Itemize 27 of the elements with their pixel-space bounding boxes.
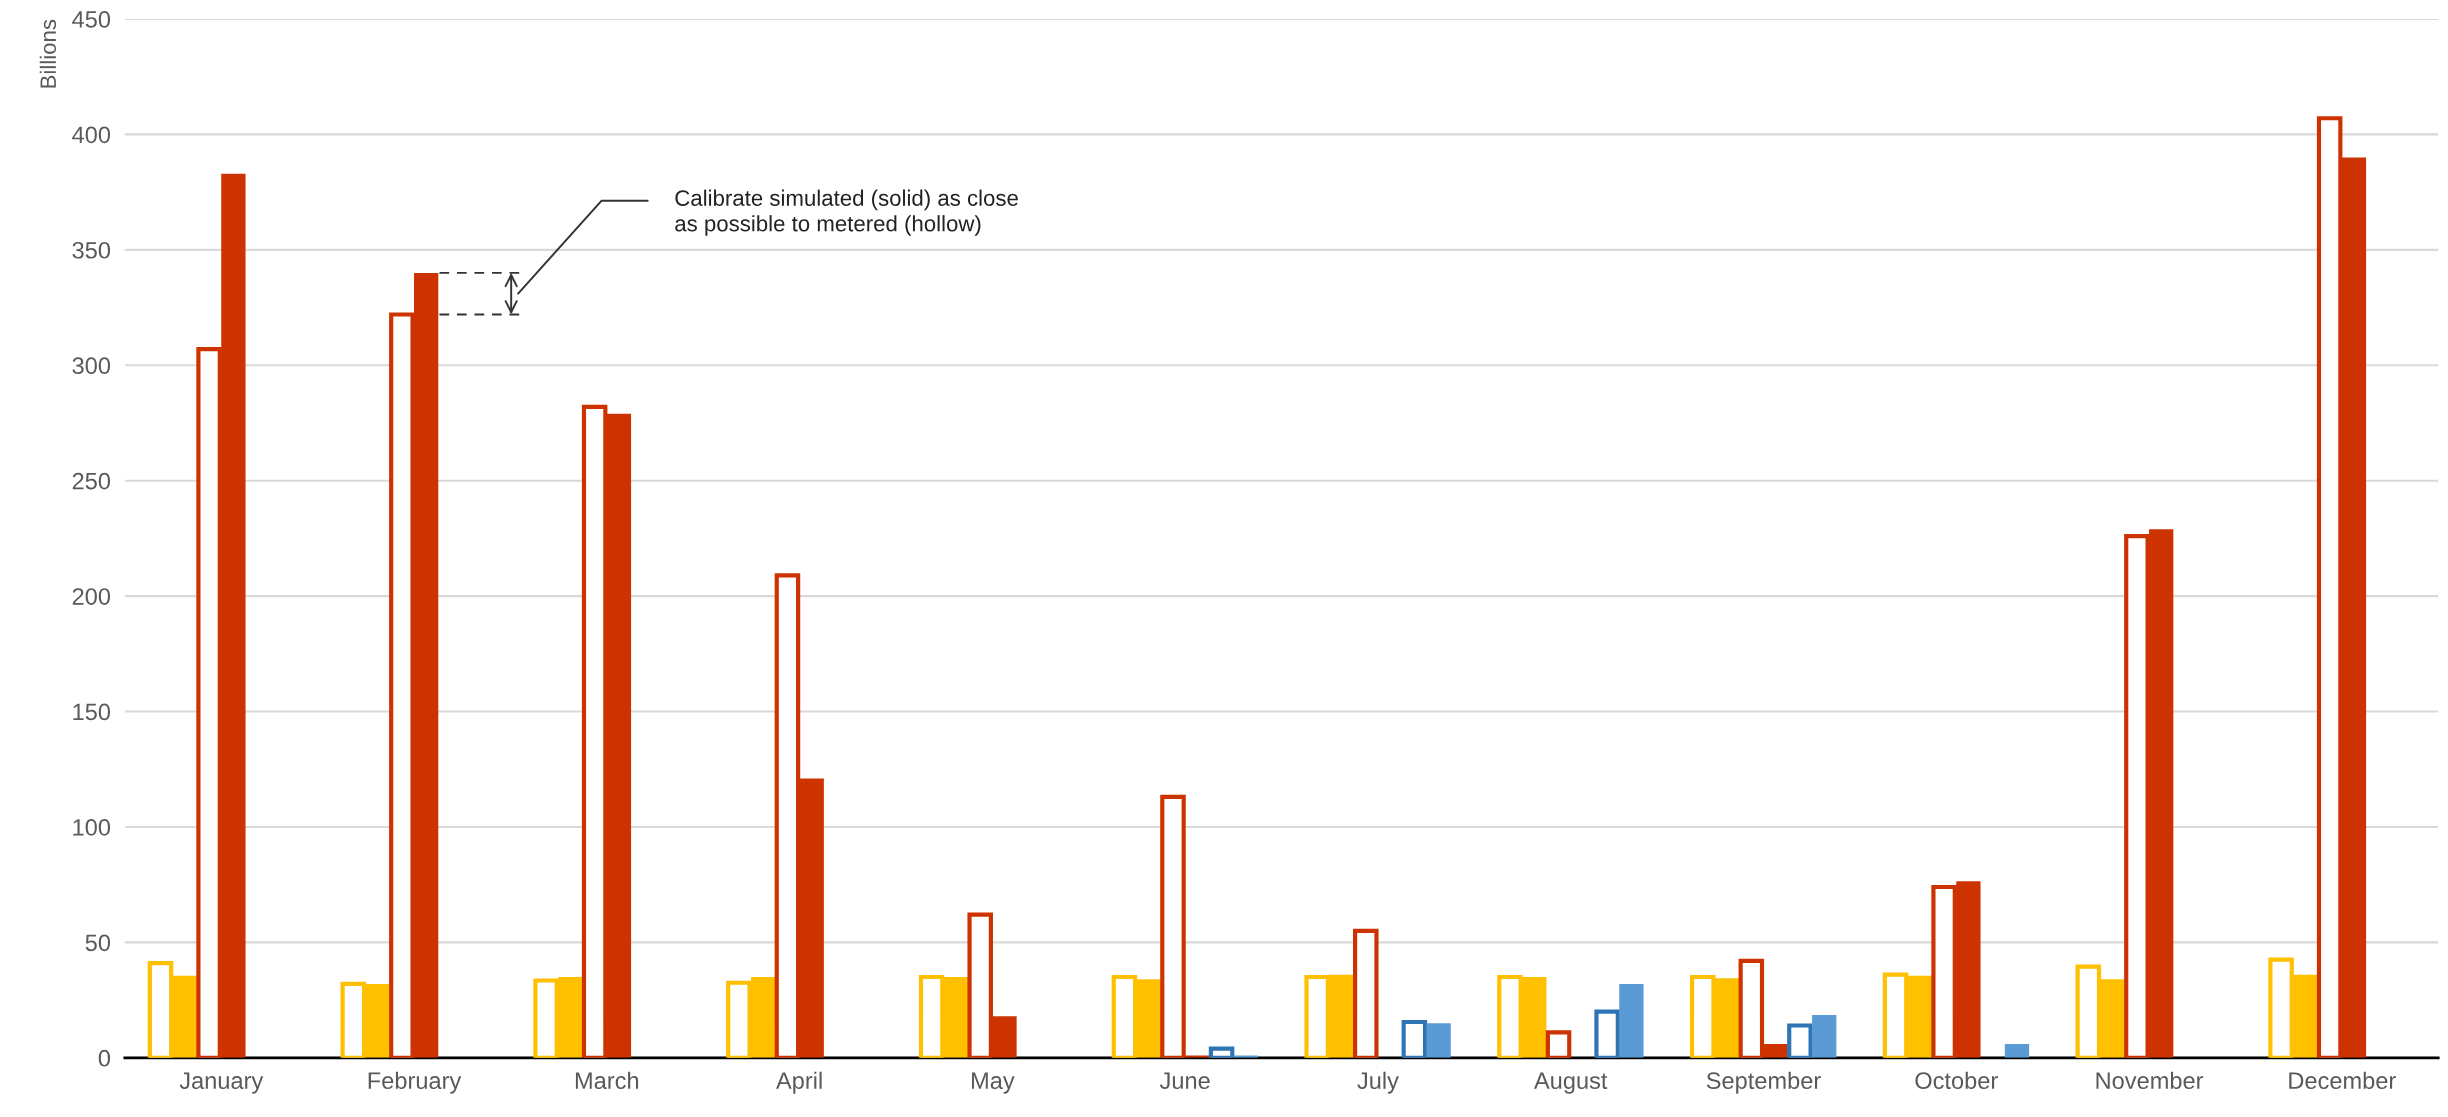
y-tick-label: 200 [72, 588, 111, 605]
annotation: Calibrate simulated (solid) as close as possible to metered (hollow) [675, 189, 1018, 236]
y-tick-label: 50 [85, 934, 111, 952]
y-tick-label: 250 [72, 472, 111, 490]
y-axis-title: Billions [39, 19, 57, 88]
y-tick-label: 0 [98, 1049, 111, 1067]
bar [1619, 983, 1644, 1058]
x-tick-label: January [179, 1072, 264, 1094]
y-tick-label: 300 [72, 357, 111, 375]
y-tick-label: 400 [72, 126, 111, 144]
x-tick-label: February [368, 1071, 462, 1094]
x-tick-label: November [2096, 1071, 2204, 1090]
bar [2004, 1043, 2030, 1058]
x-tick-label: May [971, 1072, 1015, 1094]
x-tick-label: July [1357, 1071, 1399, 1094]
x-tick-label: September [1706, 1071, 1821, 1094]
y-tick-label: 100 [73, 819, 111, 836]
x-tick-label: August [1533, 1072, 1608, 1094]
x-tick-label: October [1915, 1071, 1998, 1090]
bar [1812, 1015, 1837, 1058]
y-tick-label: 450 [72, 11, 111, 28]
x-tick-label: April [776, 1071, 822, 1094]
x-tick-label: December [2289, 1071, 2396, 1090]
y-tick-label: 150 [73, 703, 111, 721]
y-tick-label: 350 [72, 241, 111, 259]
x-tick-label: June [1159, 1072, 1210, 1090]
x-tick-label: March [575, 1071, 639, 1090]
